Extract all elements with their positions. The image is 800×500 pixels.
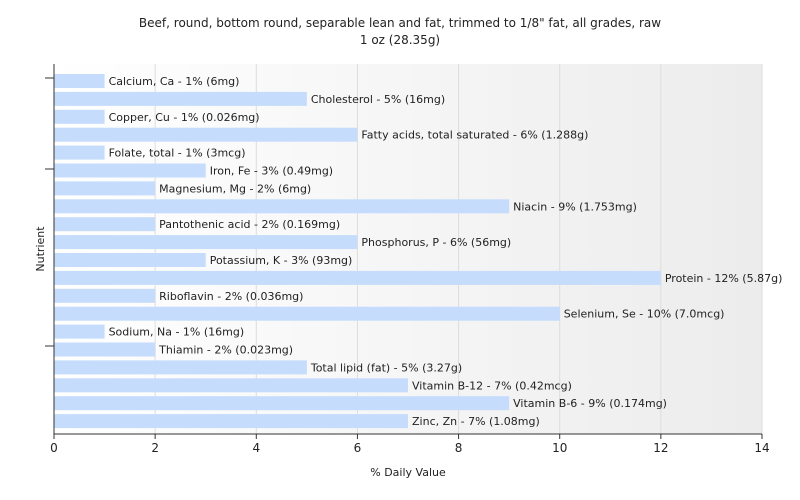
bar [54,396,510,411]
bar [54,217,156,232]
y-axis-label: Nutrient [34,226,47,272]
bar [54,91,307,106]
bar-value-label: Vitamin B-12 - 7% (0.42mcg) [412,379,572,392]
chart-title: Beef, round, bottom round, separable lea… [138,16,662,30]
axes: 0 2 4 6 8 10 12 14 [45,64,770,455]
bar [54,199,510,214]
bar-value-label: Niacin - 9% (1.753mg) [513,200,637,213]
bar-value-label: Thiamin - 2% (0.023mg) [158,344,293,357]
bar [54,145,105,160]
bar [54,342,156,357]
bar-value-label: Vitamin B-6 - 9% (0.174mg) [513,397,667,410]
x-tick-label: 10 [552,441,567,455]
bar [54,378,408,393]
bar-value-label: Total lipid (fat) - 5% (3.27g) [310,361,462,374]
bar [54,306,560,321]
bar [54,324,105,339]
bar-value-label: Cholesterol - 5% (16mg) [311,93,445,106]
bar [54,181,156,196]
bar [54,414,408,429]
x-tick-label: 0 [50,441,58,455]
x-tick-label: 6 [354,441,362,455]
bar-value-label: Selenium, Se - 10% (7.0mcg) [564,308,725,321]
bar-value-label: Calcium, Ca - 1% (6mg) [109,75,240,88]
chart-subtitle: 1 oz (28.35g) [359,33,441,47]
x-tick-label: 14 [754,441,769,455]
bar [54,235,358,250]
bar-value-label: Zinc, Zn - 7% (1.08mg) [412,415,540,428]
bar-value-label: Pantothenic acid - 2% (0.169mg) [159,218,340,231]
bar [54,163,206,178]
x-tick-label: 2 [151,441,159,455]
bar-value-label: Fatty acids, total saturated - 6% (1.288… [361,129,588,142]
x-axis-label: % Daily Value [370,466,446,479]
bar-value-label: Copper, Cu - 1% (0.026mg) [109,111,260,124]
bar [54,74,105,88]
bar-value-label: Folate, total - 1% (3mcg) [109,147,246,160]
bar-value-label: Riboflavin - 2% (0.036mg) [159,290,303,303]
x-tick-label: 4 [252,441,260,455]
bar [54,270,661,285]
bar [54,109,105,124]
bar-value-label: Potassium, K - 3% (93mg) [210,254,353,267]
bar-value-label: Iron, Fe - 3% (0.49mg) [210,165,333,178]
bar-value-label: Phosphorus, P - 6% (56mg) [361,236,511,249]
bar-value-label: Magnesium, Mg - 2% (6mg) [159,182,311,195]
bars: Calcium, Ca - 1% (6mg) Cholesterol - 5% (… [54,74,783,429]
bar-value-label: Sodium, Na - 1% (16mg) [109,326,245,339]
bar [54,253,206,267]
bar [54,127,358,142]
x-tick-label: 12 [653,441,668,455]
bar [54,360,307,375]
x-tick-label: 8 [455,441,463,455]
bar [54,288,156,303]
bar-value-label: Protein - 12% (5.87g) [665,272,783,285]
